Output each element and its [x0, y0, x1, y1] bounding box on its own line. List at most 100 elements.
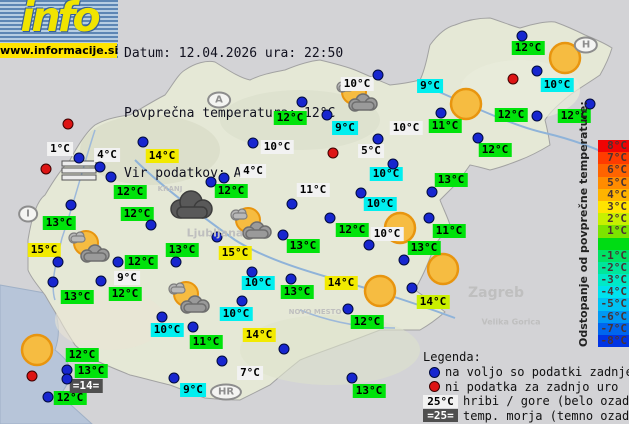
site-logo[interactable]: info www.informacije.si [0, 0, 118, 58]
station-temp-label: 10°C [363, 197, 397, 211]
city-label: KRANJ [157, 185, 183, 193]
station-temp-label: 12°C [494, 108, 528, 122]
station-temp-label: 13°C [434, 173, 468, 187]
legend-blue-dot-icon [429, 366, 440, 378]
station-dot-blue [52, 256, 64, 268]
scale-step: -2°C [598, 261, 629, 275]
city-label: Velika Gorica [481, 317, 541, 327]
station-dot-red [507, 73, 519, 85]
station-temp-label: 12°C [350, 315, 384, 329]
station-dot-blue [105, 171, 117, 183]
scale-step: -7°C [598, 322, 629, 335]
station-dot-blue [277, 229, 289, 241]
station-dot-blue [363, 239, 375, 251]
station-dot-blue [531, 65, 543, 77]
station-temp-label: 15°C [218, 246, 252, 260]
city-label: Ljubljana [186, 226, 244, 240]
station-dot-blue [435, 107, 447, 119]
station-temp-label: 11°C [432, 224, 466, 238]
country-sign-a: A [207, 91, 231, 109]
country-sign-h: H [573, 36, 599, 54]
station-dot-blue [387, 158, 399, 170]
station-dot-blue [426, 186, 438, 198]
station-temp-label: 13°C [60, 290, 94, 304]
station-temp-label: 12°C [120, 207, 154, 221]
legend-white-chip: 25°C [423, 394, 458, 408]
station-dot-blue [47, 276, 59, 288]
map-legend: Legenda: na voljo so podatki zadnje uren… [423, 350, 629, 423]
station-dot-blue [321, 109, 333, 121]
legend-row: na voljo so podatki zadnje ure [423, 365, 629, 379]
deviation-scale-title: Odstopanje od povprečne temperature: [577, 101, 590, 347]
station-dot-blue [236, 295, 248, 307]
country-sign-hr: HR [209, 383, 243, 401]
station-dot-blue [65, 199, 77, 211]
station-dot-blue [346, 372, 358, 384]
dark-cloud-icon [165, 189, 215, 227]
station-temp-label: 11°C [428, 119, 462, 133]
station-dot-blue [342, 303, 354, 315]
deviation-color-scale: 8°C 7°C 6°C 5°C 4°C 3°C 2°C 1°C -1°C -2°C -3°C -4°C… [598, 139, 629, 348]
station-dot-blue [145, 219, 157, 231]
country-sign-i: I [18, 205, 38, 223]
station-temp-label: 11°C [296, 183, 330, 197]
legend-text: ni podatka za zadnjo uro [445, 379, 619, 394]
scale-step: -8°C [598, 334, 629, 348]
scale-step: 8°C [598, 139, 629, 153]
legend-title: Legenda: [423, 350, 481, 364]
station-dot-blue [516, 30, 528, 42]
scale-step: 1°C [598, 225, 629, 238]
station-dot-blue [584, 98, 596, 110]
station-dot-red [62, 118, 74, 130]
station-temp-label: 14°C [242, 328, 276, 342]
station-dot-blue [247, 137, 259, 149]
station-dot-blue [205, 176, 217, 188]
station-temp-label: 13°C [74, 364, 108, 378]
site-logo-url[interactable]: www.informacije.si [0, 43, 119, 58]
sun-icon [20, 333, 54, 371]
legend-text: hribi / gore (belo ozadje) [463, 394, 629, 408]
station-temp-label: 10°C [150, 323, 184, 337]
station-temp-label: 9°C [114, 271, 140, 285]
station-temp-label: 13°C [42, 216, 76, 230]
scale-step: -5°C [598, 298, 629, 311]
legend-text: na voljo so podatki zadnje ure [445, 365, 629, 379]
station-temp-label: 12°C [65, 348, 99, 362]
scale-step [598, 237, 629, 250]
station-temp-label: 4°C [94, 148, 120, 162]
station-dot-blue [372, 69, 384, 81]
sea-temp-label: =14= [69, 379, 103, 393]
station-dot-blue [156, 311, 168, 323]
station-dot-blue [472, 132, 484, 144]
station-dot-blue [218, 172, 230, 184]
station-dot-blue [187, 321, 199, 333]
station-temp-label: 13°C [280, 285, 314, 299]
station-temp-label: 4°C [240, 164, 266, 178]
station-dot-blue [285, 273, 297, 285]
scale-step: -4°C [598, 286, 629, 299]
station-dot-blue [406, 282, 418, 294]
site-logo-text: info [20, 0, 100, 41]
city-label: Zagreb [467, 285, 525, 301]
scale-step: -6°C [598, 310, 629, 323]
station-temp-label: 1°C [47, 142, 73, 156]
legend-row: =25= temp. morja (temno ozadje) [423, 409, 629, 423]
station-temp-label: 12°C [124, 255, 158, 269]
header-source-line: Vir podatkov: ARSO [124, 166, 265, 181]
scale-step: 3°C [598, 200, 629, 214]
station-temp-label: 14°C [416, 295, 450, 309]
header-avg-temp-line: Povprečna temperatura: 12°C [124, 106, 336, 121]
station-temp-label: 13°C [352, 384, 386, 398]
station-temp-label: 13°C [407, 241, 441, 255]
station-dot-red [327, 147, 339, 159]
station-dot-blue [372, 133, 384, 145]
legend-text: temp. morja (temno ozadje) [463, 408, 629, 423]
station-temp-label: 12°C [214, 184, 248, 198]
station-temp-label: 9°C [417, 79, 443, 93]
station-dot-blue [73, 152, 85, 164]
station-dot-blue [398, 254, 410, 266]
station-temp-label: 13°C [286, 239, 320, 253]
station-dot-blue [42, 391, 54, 403]
legend-row: ni podatka za zadnjo uro [423, 380, 629, 394]
station-temp-label: 7°C [237, 366, 263, 380]
